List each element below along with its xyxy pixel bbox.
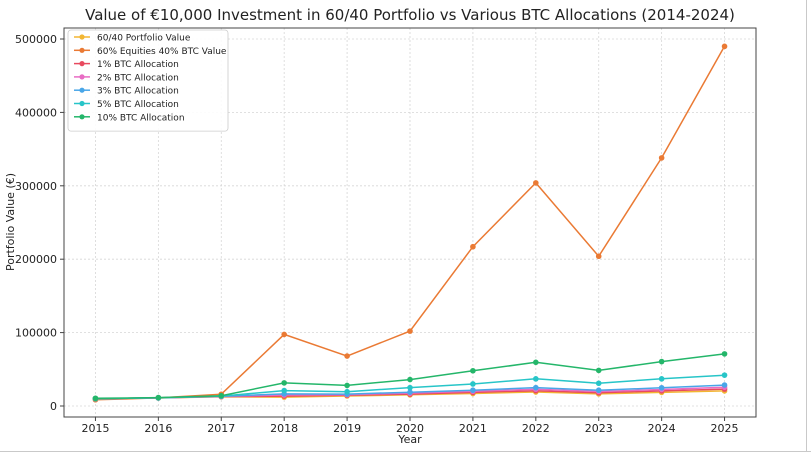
data-point [281,331,287,338]
grid [64,28,756,417]
data-point [344,382,350,389]
legend-label: 60/40 Portfolio Value [97,34,191,44]
right-divider [806,0,807,451]
data-point [407,328,413,334]
data-point [595,387,602,394]
data-point [721,351,728,357]
data-point [595,367,602,374]
data-point [470,243,476,250]
bottom-divider [0,451,811,452]
data-point [721,382,728,388]
data-point [407,384,413,391]
data-point [470,367,476,374]
data-point [595,253,602,260]
x-tick-label: 2020 [396,422,424,435]
legend-label: 2% BTC Allocation [97,73,179,83]
x-tick-label: 2025 [711,422,739,435]
data-point [407,376,413,383]
x-axis-label: Year [397,433,422,446]
x-tick-label: 2015 [81,422,109,435]
data-point [533,384,539,391]
data-point [658,155,665,161]
data-point [92,395,99,402]
y-axis: 0 100000 200000 300000 400000 500000 [15,33,64,413]
data-point [533,376,539,382]
x-tick-label: 2022 [522,422,550,435]
data-point [595,380,602,387]
data-point [470,387,476,394]
legend-label: 60% Equities 40% BTC Value [97,47,227,57]
legend-marker [79,100,85,107]
legend-marker [79,47,85,53]
legend-label: 5% BTC Allocation [97,100,179,110]
legend-label: 1% BTC Allocation [97,60,179,70]
legend-label: 3% BTC Allocation [97,87,179,97]
x-tick-label: 2017 [207,422,235,435]
data-point [218,392,225,399]
x-tick-label: 2021 [459,422,487,435]
data-point [658,384,665,391]
data-point [721,43,728,50]
data-point [344,388,350,395]
data-point [155,394,162,401]
x-tick-label: 2018 [270,422,298,435]
data-point [407,389,413,395]
data-point [281,387,287,394]
x-axis: 2015 2016 2017 2018 2019 2020 2021 2022 2023 2024… [81,417,739,435]
data-point [533,359,539,366]
y-tick-label: 200000 [15,253,57,266]
data-point [658,358,665,365]
legend-marker [79,87,85,93]
legend: 60/40 Portfolio Value 60% Equities 40% BT… [67,29,229,132]
y-tick-label: 0 [50,400,57,413]
chart-title: Value of €10,000 Investment in 60/40 Por… [85,6,735,24]
x-tick-label: 2024 [648,422,676,435]
legend-marker [79,61,85,67]
x-tick-label: 2016 [144,422,172,435]
y-tick-label: 100000 [15,327,57,340]
y-tick-label: 300000 [15,180,57,193]
y-tick-label: 400000 [15,106,57,119]
legend-marker [79,74,85,80]
data-point [658,376,665,382]
legend-marker [79,114,85,120]
y-axis-label: Portfolio Value (€) [4,173,17,271]
y-tick-label: 500000 [15,33,57,46]
data-point [281,380,287,386]
legend-label: 10% BTC Allocation [97,113,185,123]
data-point [533,180,539,186]
data-point [344,353,350,359]
x-tick-label: 2019 [333,422,361,435]
legend-box [67,29,229,132]
data-point [721,372,728,378]
data-point [470,381,476,387]
x-tick-label: 2023 [585,422,613,435]
legend-marker [79,34,85,40]
series-lines [92,43,728,403]
